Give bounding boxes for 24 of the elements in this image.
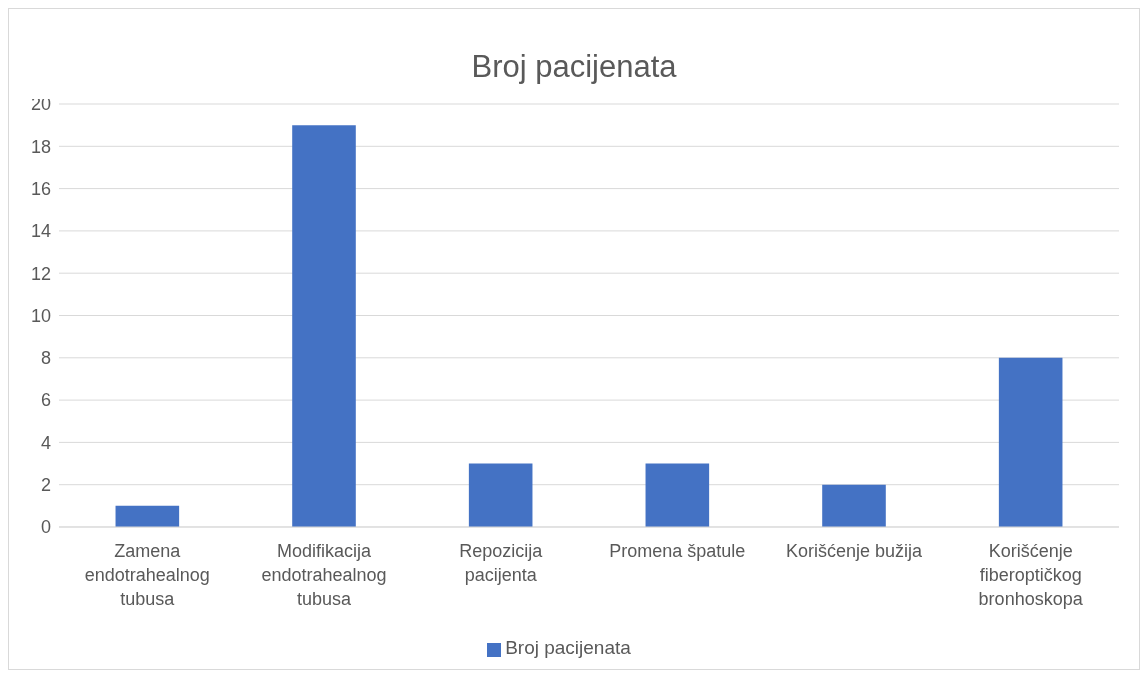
x-tick-label: Modifikacija endotrahealnog tubusa <box>261 541 387 609</box>
y-tick-label: 12 <box>30 263 51 284</box>
chart-title: Broj pacijenata <box>471 49 677 84</box>
y-tick-label: 2 <box>40 475 51 496</box>
y-tick-label: 4 <box>40 432 51 453</box>
bar <box>292 125 356 527</box>
y-tick-label: 0 <box>40 517 51 538</box>
x-tick-label: Repozicija pacijenta <box>459 541 544 585</box>
bar <box>998 357 1063 527</box>
legend-label: Broj pacijenata <box>505 637 631 658</box>
x-tick-label: Zamena endotrahealnog tubusa <box>84 541 210 609</box>
bar <box>115 505 180 527</box>
bar <box>645 463 710 527</box>
x-tick-label: Promena špatule <box>609 541 746 561</box>
bar <box>468 463 533 527</box>
y-tick-label: 14 <box>30 221 51 242</box>
y-tick-label: 18 <box>30 136 51 157</box>
y-tick-label: 10 <box>30 305 51 326</box>
y-tick-label: 16 <box>30 178 51 199</box>
x-tick-label: Korišćenje bužija <box>785 541 924 561</box>
y-tick-label: 8 <box>40 348 51 369</box>
x-tick-label: Korišćenje fiberoptičkog bronhoskopa <box>978 541 1084 609</box>
y-tick-label: 6 <box>40 390 51 411</box>
bar <box>822 484 886 527</box>
